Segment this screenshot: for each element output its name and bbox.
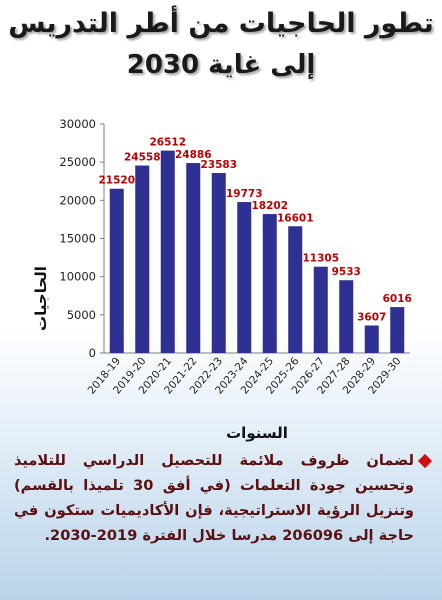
description-text: لضمان ظروف ملائمة للتحصيل الدراسي للتلام… xyxy=(14,452,414,544)
bar xyxy=(262,214,277,353)
bar-value-label: 23583 xyxy=(200,159,237,171)
bar-value-label: 21520 xyxy=(98,175,135,187)
bar-value-label: 16601 xyxy=(277,212,314,224)
y-tick-label: 20000 xyxy=(59,193,96,207)
bar-value-label: 3607 xyxy=(357,311,386,323)
bar-value-label: 18202 xyxy=(251,200,288,212)
bar-value-label: 24558 xyxy=(124,152,161,164)
bar-value-label: 26512 xyxy=(149,137,186,149)
bar xyxy=(364,325,379,353)
y-tick-label: 5000 xyxy=(67,308,96,322)
bar-value-label: 6016 xyxy=(383,293,412,305)
bar xyxy=(135,165,150,353)
bar-value-label: 24886 xyxy=(175,149,212,161)
bar-value-label: 9533 xyxy=(332,266,361,278)
y-tick-label: 25000 xyxy=(59,155,96,169)
description-paragraph: لضمان ظروف ملائمة للتحصيل الدراسي للتلام… xyxy=(14,448,432,548)
bar xyxy=(237,202,252,353)
bar xyxy=(109,188,124,353)
x-axis-title: السنوات xyxy=(226,424,288,442)
chart-title-line1: تطور الحاجيات من أطر التدريس xyxy=(8,8,434,39)
bar xyxy=(288,226,303,353)
bar xyxy=(186,163,201,353)
bar-chart: 050001000015000200002500030000215202018-… xyxy=(32,117,412,442)
bar-value-label: 11305 xyxy=(302,253,339,265)
y-tick-label: 30000 xyxy=(59,117,96,131)
bar-value-label: 19773 xyxy=(226,188,263,200)
y-axis-title: الحاجيات xyxy=(32,266,50,331)
y-tick-label: 10000 xyxy=(59,270,96,284)
bar xyxy=(211,172,226,353)
bar xyxy=(339,280,354,353)
bar xyxy=(390,307,405,353)
bar xyxy=(160,150,175,353)
chart-title-line2: إلى غاية 2030 xyxy=(126,50,316,80)
bar xyxy=(313,266,328,353)
y-tick-label: 0 xyxy=(89,346,96,360)
y-tick-label: 15000 xyxy=(59,232,96,246)
